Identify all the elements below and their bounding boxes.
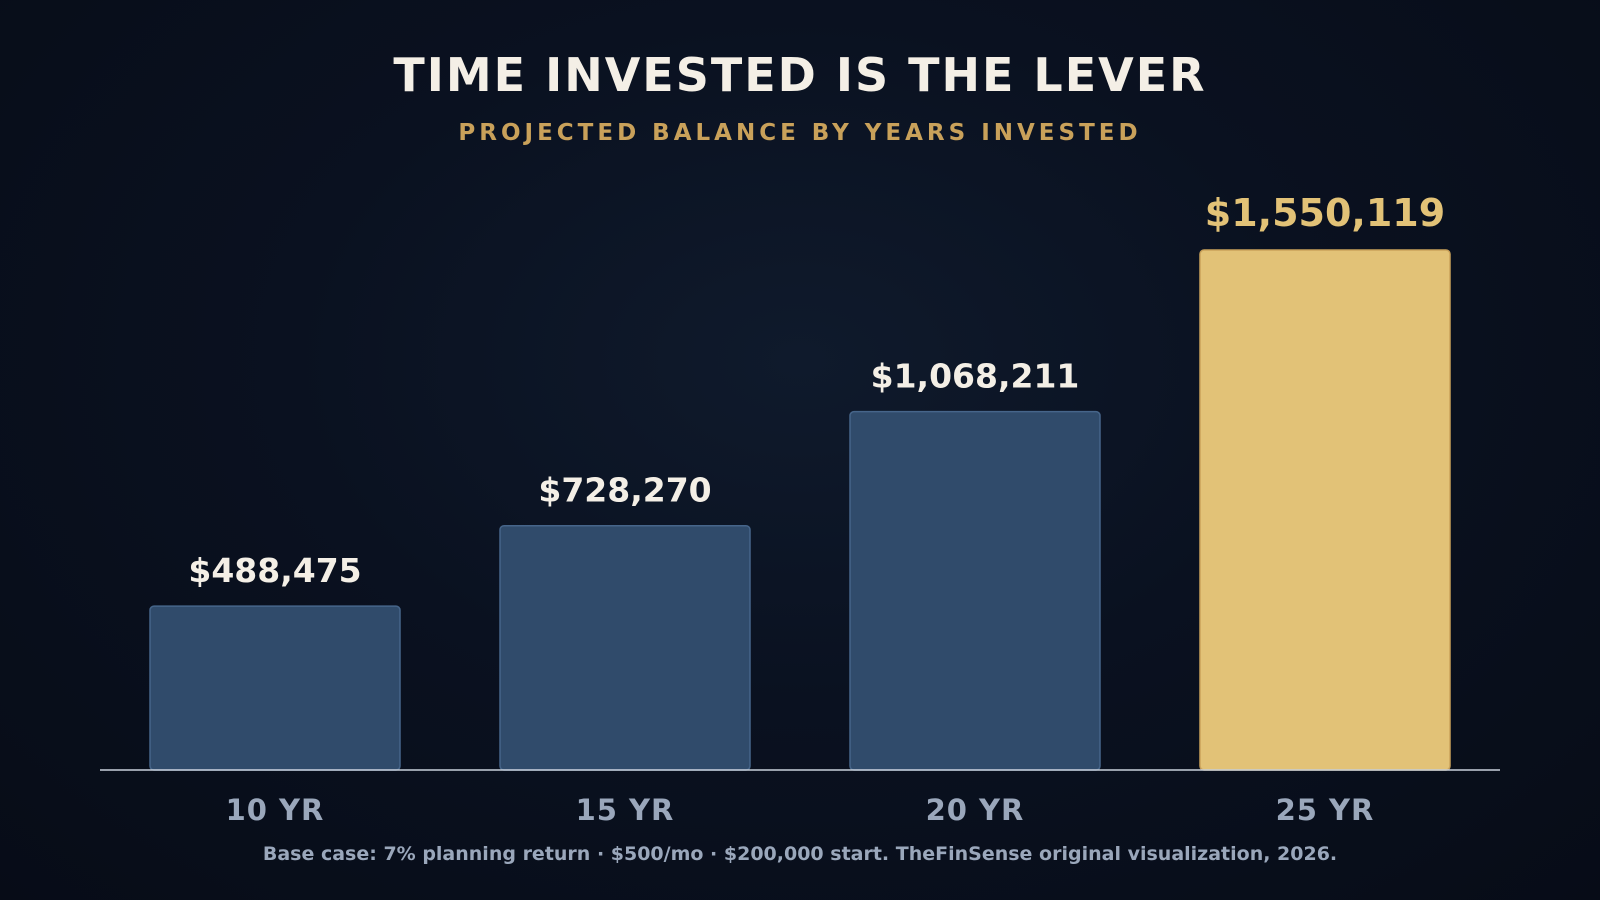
chart-footnote: Base case: 7% planning return · $500/mo … <box>262 843 1338 865</box>
value-label: $1,068,211 <box>871 357 1080 396</box>
category-label: 10 YR <box>226 793 325 827</box>
category-label: 25 YR <box>1276 793 1375 827</box>
value-label: $728,270 <box>538 471 711 510</box>
value-label: $1,550,119 <box>1205 191 1445 235</box>
bar-25-yr <box>1199 249 1451 771</box>
bar-15-yr <box>499 524 751 771</box>
bar-20-yr <box>849 410 1101 771</box>
chart-title: TIME INVESTED IS THE LEVER <box>393 48 1207 102</box>
bar-10-yr <box>149 605 401 771</box>
chart-subtitle: PROJECTED BALANCE BY YEARS INVESTED <box>458 120 1142 146</box>
category-label: 20 YR <box>926 793 1025 827</box>
category-label: 15 YR <box>576 793 675 827</box>
value-label: $488,475 <box>188 551 361 590</box>
